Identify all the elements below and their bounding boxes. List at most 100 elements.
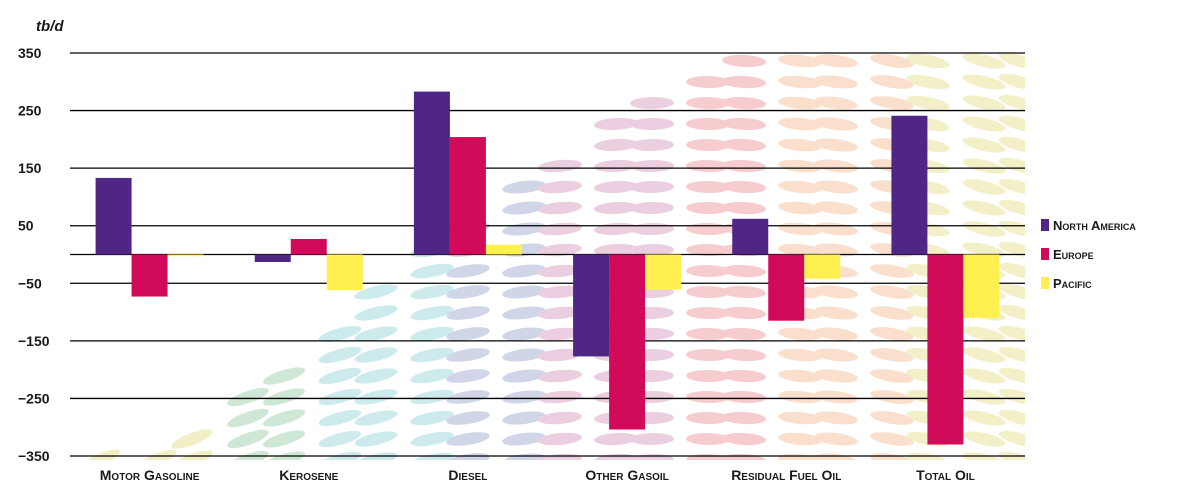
decor-ellipse	[814, 201, 858, 215]
decor-ellipse	[998, 136, 1025, 154]
decor-ellipse	[318, 388, 362, 406]
decor-ellipse	[354, 410, 398, 426]
bar-north-america	[413, 91, 450, 255]
decor-ellipse	[630, 138, 674, 152]
decor-ellipse	[998, 73, 1025, 91]
bar-pacific	[645, 254, 682, 290]
decor-ellipse	[354, 305, 398, 321]
decor-ellipse	[870, 54, 914, 68]
bar-north-america	[732, 218, 769, 255]
decor-ellipse	[869, 31, 914, 50]
decor-ellipse	[778, 96, 822, 110]
x-tick-label: Residual Fuel Oil	[731, 467, 841, 483]
decor-ellipse	[905, 30, 950, 50]
decor-ellipse	[906, 95, 950, 111]
decor-ellipse	[814, 369, 858, 383]
decor-ellipse	[998, 178, 1025, 196]
decor-ellipse	[630, 117, 674, 131]
decor-ellipse	[778, 243, 822, 257]
decor-ellipse	[410, 263, 454, 279]
decor-ellipse	[961, 29, 1007, 51]
decor-ellipse	[594, 432, 638, 446]
decor-ellipse	[906, 74, 950, 90]
decor-ellipse	[262, 409, 306, 427]
bar-europe	[609, 254, 646, 430]
decor-ellipse	[446, 390, 490, 404]
decor-ellipse	[538, 348, 582, 362]
bar-europe	[290, 238, 327, 255]
decor-ellipse	[686, 306, 730, 320]
bar-pacific	[485, 244, 522, 255]
decor-ellipse	[594, 117, 638, 131]
decor-ellipse	[722, 117, 766, 131]
decor-ellipse	[722, 75, 766, 89]
decor-ellipse	[722, 180, 766, 194]
decor-ellipse	[870, 390, 914, 404]
y-tick-label: −150	[18, 333, 50, 349]
decor-ellipse	[998, 262, 1025, 280]
decor-ellipse	[354, 347, 398, 363]
decor-ellipse	[446, 264, 490, 278]
decor-ellipse	[686, 96, 730, 110]
bar-europe	[927, 254, 964, 445]
decor-ellipse	[630, 201, 674, 215]
decor-ellipse	[962, 74, 1006, 90]
decor-ellipse	[630, 453, 674, 460]
decor-ellipse	[814, 75, 858, 89]
bar-pacific	[167, 254, 204, 257]
decor-ellipse	[538, 369, 582, 383]
decor-ellipse	[778, 453, 822, 460]
decor-ellipse	[870, 96, 914, 110]
x-tick-label: Motor Gasoline	[100, 467, 200, 483]
decor-ellipse	[998, 157, 1025, 175]
decor-ellipse	[502, 369, 546, 383]
decor-ellipse	[354, 326, 398, 342]
decor-ellipse	[318, 346, 362, 364]
decor-ellipse	[722, 348, 766, 362]
gridlines	[70, 52, 1025, 457]
decor-ellipse	[778, 54, 822, 68]
decor-ellipse	[962, 221, 1006, 237]
decor-ellipse	[354, 452, 398, 460]
decor-ellipse	[686, 327, 730, 341]
legend-label: Europe	[1053, 247, 1094, 262]
decor-ellipse	[778, 222, 822, 236]
decor-ellipse	[446, 411, 490, 425]
background-decoration	[79, 29, 1025, 460]
unit-label: tb/d	[36, 18, 64, 35]
decor-ellipse	[962, 53, 1006, 69]
decor-ellipse	[778, 411, 822, 425]
y-tick-label: 50	[18, 218, 34, 234]
axis-group: 350 250 150 50 −50 −150 −250 −350 tb/d Motor Gaso…	[18, 18, 975, 483]
bar-europe	[131, 254, 168, 297]
decor-ellipse	[998, 304, 1025, 322]
decor-ellipse	[722, 369, 766, 383]
decor-ellipse	[814, 243, 858, 257]
bar-europe	[768, 254, 805, 321]
decor-ellipse	[962, 242, 1006, 258]
legend: North America Europe Pacific	[1041, 218, 1136, 291]
decor-ellipse	[962, 95, 1006, 111]
decor-ellipse	[318, 430, 362, 448]
decor-ellipse	[630, 96, 674, 110]
decor-ellipse	[686, 243, 730, 257]
decor-ellipse	[962, 368, 1006, 384]
decor-ellipse	[814, 306, 858, 320]
decor-ellipse	[630, 243, 674, 257]
decor-ellipse	[722, 264, 766, 278]
decor-ellipse	[778, 327, 822, 341]
bar-north-america	[573, 254, 610, 357]
decor-ellipse	[778, 369, 822, 383]
decor-ellipse	[538, 453, 582, 460]
decor-ellipse	[446, 348, 490, 362]
decor-ellipse	[962, 347, 1006, 363]
decor-ellipse	[410, 410, 454, 426]
decor-ellipse	[962, 158, 1006, 174]
decor-ellipse	[722, 411, 766, 425]
decor-ellipse	[262, 367, 306, 385]
bar-north-america	[891, 115, 928, 255]
decor-ellipse	[318, 367, 362, 385]
decor-ellipse	[778, 75, 822, 89]
decor-ellipse	[538, 180, 582, 194]
